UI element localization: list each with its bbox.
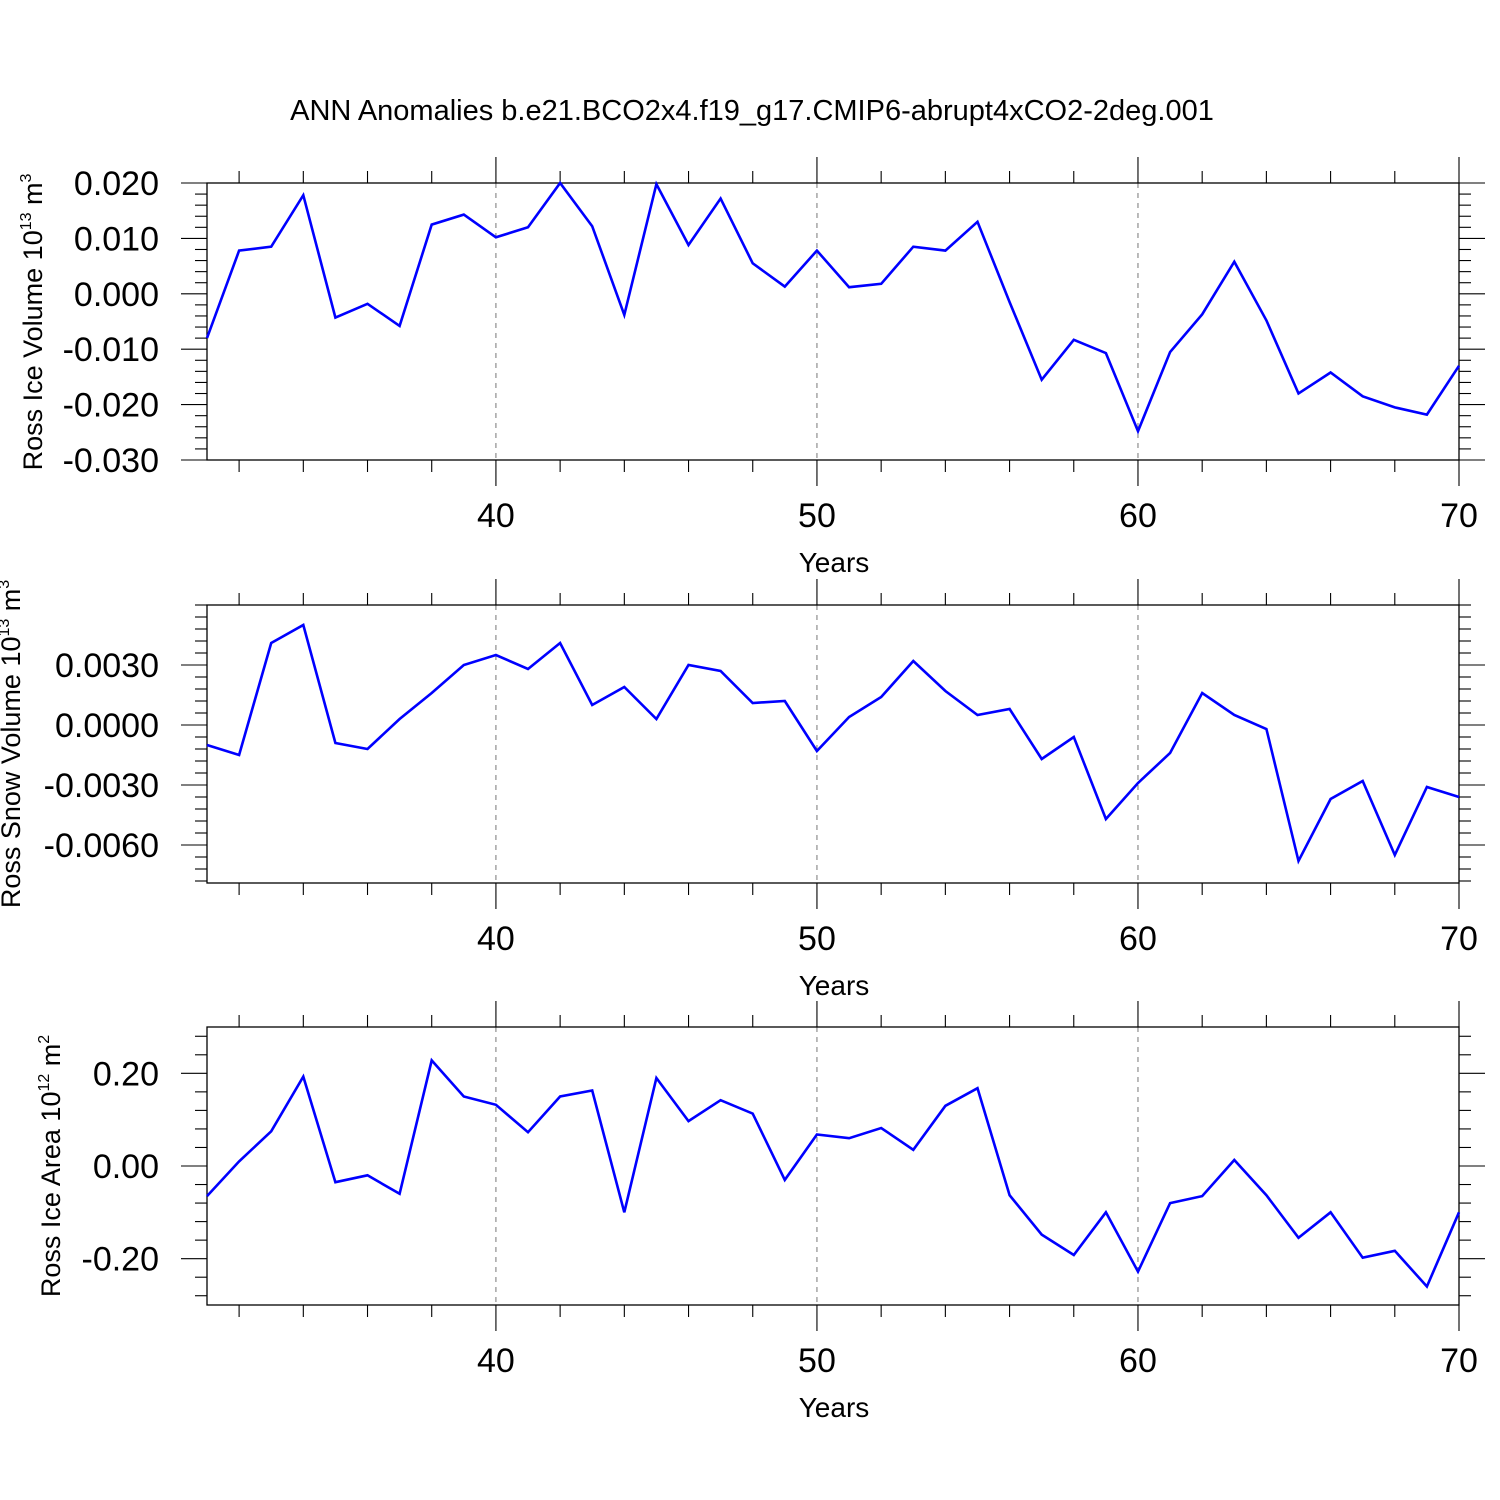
y-tick-label: 0.20 <box>93 1055 159 1093</box>
y-axis-label-unit: m <box>36 1044 66 1074</box>
y-axis-label-unit-exponent: 3 <box>18 173 35 182</box>
series-line <box>206 623 1460 865</box>
y-tick-label: -0.0030 <box>44 767 159 805</box>
y-axis-label: Ross Ice Area 1012 m2 <box>36 1035 66 1297</box>
y-axis-label-exponent: 13 <box>0 619 13 637</box>
y-tick-label: 0.00 <box>93 1148 159 1186</box>
y-axis-label-exponent: 13 <box>18 212 35 230</box>
y-tick-label: 0.000 <box>74 276 159 314</box>
y-axis-label-unit-exponent: 3 <box>0 580 13 589</box>
y-axis-label-unit: m <box>0 589 26 619</box>
y-axis-label: Ross Ice Volume 1013 m3 <box>18 173 48 470</box>
x-tick-label: 50 <box>798 920 836 958</box>
y-axis-label-main: Ross Ice Volume 10 <box>18 230 48 470</box>
panel-2: 40 50 60 70 Years -0.0060 -0.0030 0.0000 0.0030 R… <box>0 579 1485 1001</box>
x-tick-label: 60 <box>1119 497 1157 535</box>
y-axis-label-unit: m <box>18 182 48 212</box>
y-tick-label: -0.0060 <box>44 827 159 865</box>
chart-title: ANN Anomalies b.e21.BCO2x4.f19_g17.CMIP6… <box>290 95 1214 127</box>
y-tick-label: 0.0000 <box>55 707 159 745</box>
x-tick-label: 70 <box>1440 920 1478 958</box>
y-axis-label-main: Ross Snow Volume 10 <box>0 637 26 909</box>
series-line <box>206 1057 1461 1289</box>
y-axis-label: Ross Snow Volume 1013 m3 <box>0 580 26 908</box>
chart-panels: 40 50 60 70 Years -0.030 -0.020 -0.010 0.000 0.01… <box>0 157 1485 1423</box>
x-axis-label: Years <box>799 547 870 578</box>
y-axis-label-exponent: 12 <box>36 1074 53 1092</box>
y-tick-label: -0.20 <box>82 1241 160 1279</box>
plot-frame <box>206 604 1460 884</box>
y-tick-label: -0.010 <box>63 331 159 369</box>
x-tick-label: 40 <box>477 497 515 535</box>
y-axis-label-main: Ross Ice Area 10 <box>36 1092 66 1298</box>
y-axis-label-unit-exponent: 2 <box>36 1035 53 1044</box>
x-tick-label: 50 <box>798 1342 836 1380</box>
plot-frame <box>206 182 1460 461</box>
panel-3: 40 50 60 70 Years -0.20 0.00 0.20 Ross Ice Area … <box>36 1001 1485 1423</box>
y-tick-label: 0.0030 <box>55 647 159 685</box>
x-tick-label: 70 <box>1440 497 1478 535</box>
y-tick-label: 0.020 <box>74 165 159 203</box>
x-tick-label: 70 <box>1440 1342 1478 1380</box>
plot-frame <box>206 1026 1460 1306</box>
y-tick-label: -0.020 <box>63 387 159 425</box>
y-tick-label: -0.030 <box>63 442 159 480</box>
x-axis-label: Years <box>799 970 870 1001</box>
series-line <box>205 180 1461 435</box>
x-tick-label: 60 <box>1119 920 1157 958</box>
panel-1: 40 50 60 70 Years -0.030 -0.020 -0.010 0.000 0.01… <box>18 157 1485 578</box>
x-tick-label: 60 <box>1119 1342 1157 1380</box>
x-axis-label: Years <box>799 1392 870 1423</box>
y-tick-label: 0.010 <box>74 220 159 258</box>
x-tick-label: 40 <box>477 920 515 958</box>
x-tick-label: 40 <box>477 1342 515 1380</box>
x-tick-label: 50 <box>798 497 836 535</box>
